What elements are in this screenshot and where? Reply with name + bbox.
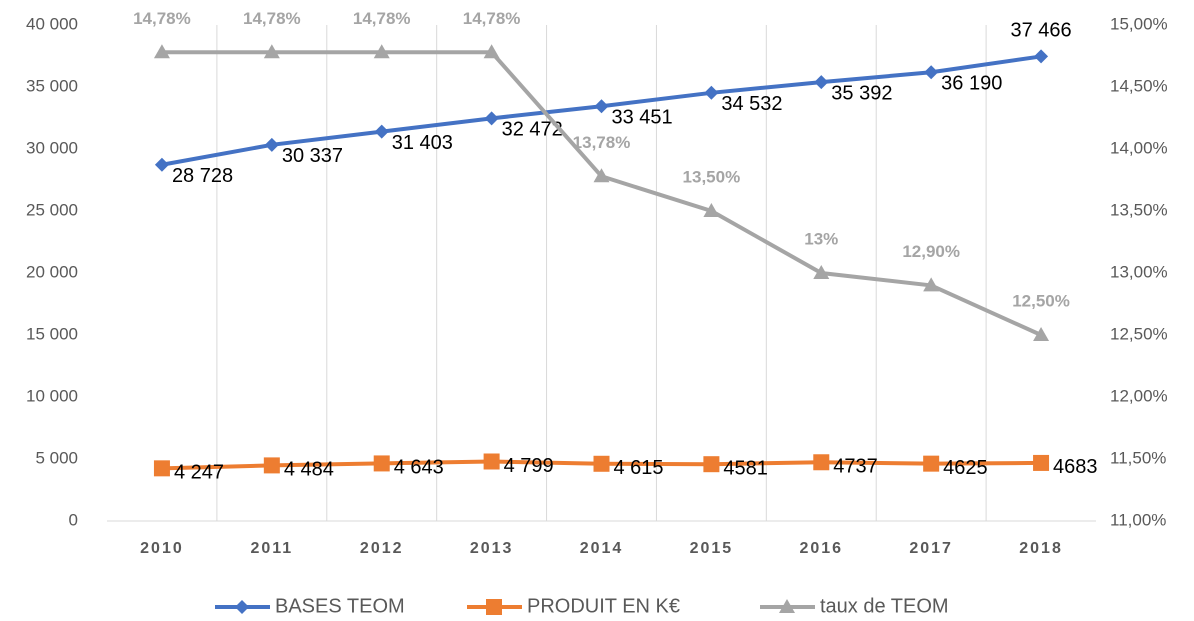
marker [374,124,389,139]
marker [235,600,249,614]
data-label: 37 466 [1010,20,1071,42]
y-tick-label: 40 000 [26,14,78,33]
x-tick-label: 2016 [799,540,843,557]
marker [483,453,500,470]
data-label: 32 472 [502,119,563,141]
marker [924,65,939,80]
y2-tick-label: 12,00% [1110,386,1168,405]
data-label: 31 403 [392,132,453,154]
marker [263,457,280,474]
x-tick-label: 2017 [909,540,953,557]
marker [154,157,169,172]
data-label: 12,90% [902,242,960,261]
marker [1034,49,1049,64]
data-label: 14,78% [353,9,411,28]
legend-label: taux de TEOM [820,595,949,617]
marker [263,44,280,59]
x-tick-label: 2015 [690,540,734,557]
data-label: 4737 [833,456,878,478]
data-label: 30 337 [282,145,343,167]
data-label: 35 392 [831,82,892,104]
y2-tick-label: 13,50% [1110,200,1168,219]
data-label: 12,50% [1012,291,1070,310]
data-label: 14,78% [463,9,521,28]
marker [373,455,390,472]
y-tick-label: 10 000 [26,386,78,405]
data-label: 4 799 [504,455,554,477]
data-label: 4581 [723,457,768,479]
data-label: 4 247 [174,462,224,484]
data-label: 34 532 [721,93,782,115]
y2-tick-label: 12,50% [1110,324,1168,343]
data-label: 14,78% [243,9,301,28]
marker [923,455,940,472]
x-tick-label: 2012 [360,540,404,557]
legend-item: taux de TEOM [760,595,949,617]
marker [703,456,720,473]
marker [593,455,610,472]
y-tick-label: 5 000 [35,448,78,467]
data-label: 13,78% [573,133,631,152]
marker [153,460,170,477]
data-label: 4683 [1053,456,1098,478]
marker [814,75,829,90]
y2-tick-label: 13,00% [1110,262,1168,281]
x-tick-label: 2011 [250,540,293,557]
series-line [161,50,1042,337]
x-tick-label: 2014 [580,540,624,557]
y2-tick-label: 11,50% [1110,448,1166,467]
y2-tick-label: 11,00% [1110,510,1166,529]
y2-tick-label: 14,50% [1110,76,1168,95]
legend-label: PRODUIT EN K€ [527,595,680,617]
x-tick-label: 2018 [1019,540,1063,557]
y-tick-label: 0 [69,510,78,529]
data-label: 28 728 [172,165,233,187]
y-tick-label: 35 000 [26,76,78,95]
marker [704,85,719,100]
marker [813,265,830,279]
marker [483,44,500,59]
y-tick-label: 25 000 [26,200,78,219]
data-label: 4 643 [394,457,444,479]
marker [486,599,502,615]
marker [1033,327,1050,341]
marker [594,99,609,114]
data-label: 14,78% [133,9,191,28]
data-label: 33 451 [612,106,673,128]
marker [703,203,720,217]
marker [484,111,499,126]
legend-item: BASES TEOM [215,595,405,617]
marker [779,599,795,613]
y-tick-label: 20 000 [26,262,78,281]
legend-item: PRODUIT EN K€ [467,595,680,617]
y2-tick-label: 14,00% [1110,138,1168,157]
marker [593,168,610,183]
data-label: 13% [804,229,838,248]
data-label: 4 615 [614,457,664,479]
x-tick-label: 2010 [140,540,184,557]
data-label: 4625 [943,457,988,479]
marker [1033,454,1050,471]
marker [813,454,830,471]
data-label: 13,50% [683,167,741,186]
marker [153,44,170,59]
marker [264,137,279,152]
y2-tick-label: 15,00% [1110,14,1168,33]
y-tick-label: 15 000 [26,324,78,343]
y-tick-label: 30 000 [26,138,78,157]
marker [373,44,390,59]
legend-label: BASES TEOM [275,595,405,617]
data-label: 4 484 [284,459,334,481]
x-tick-label: 2013 [470,540,514,557]
marker [923,277,940,292]
data-label: 36 190 [941,73,1002,95]
